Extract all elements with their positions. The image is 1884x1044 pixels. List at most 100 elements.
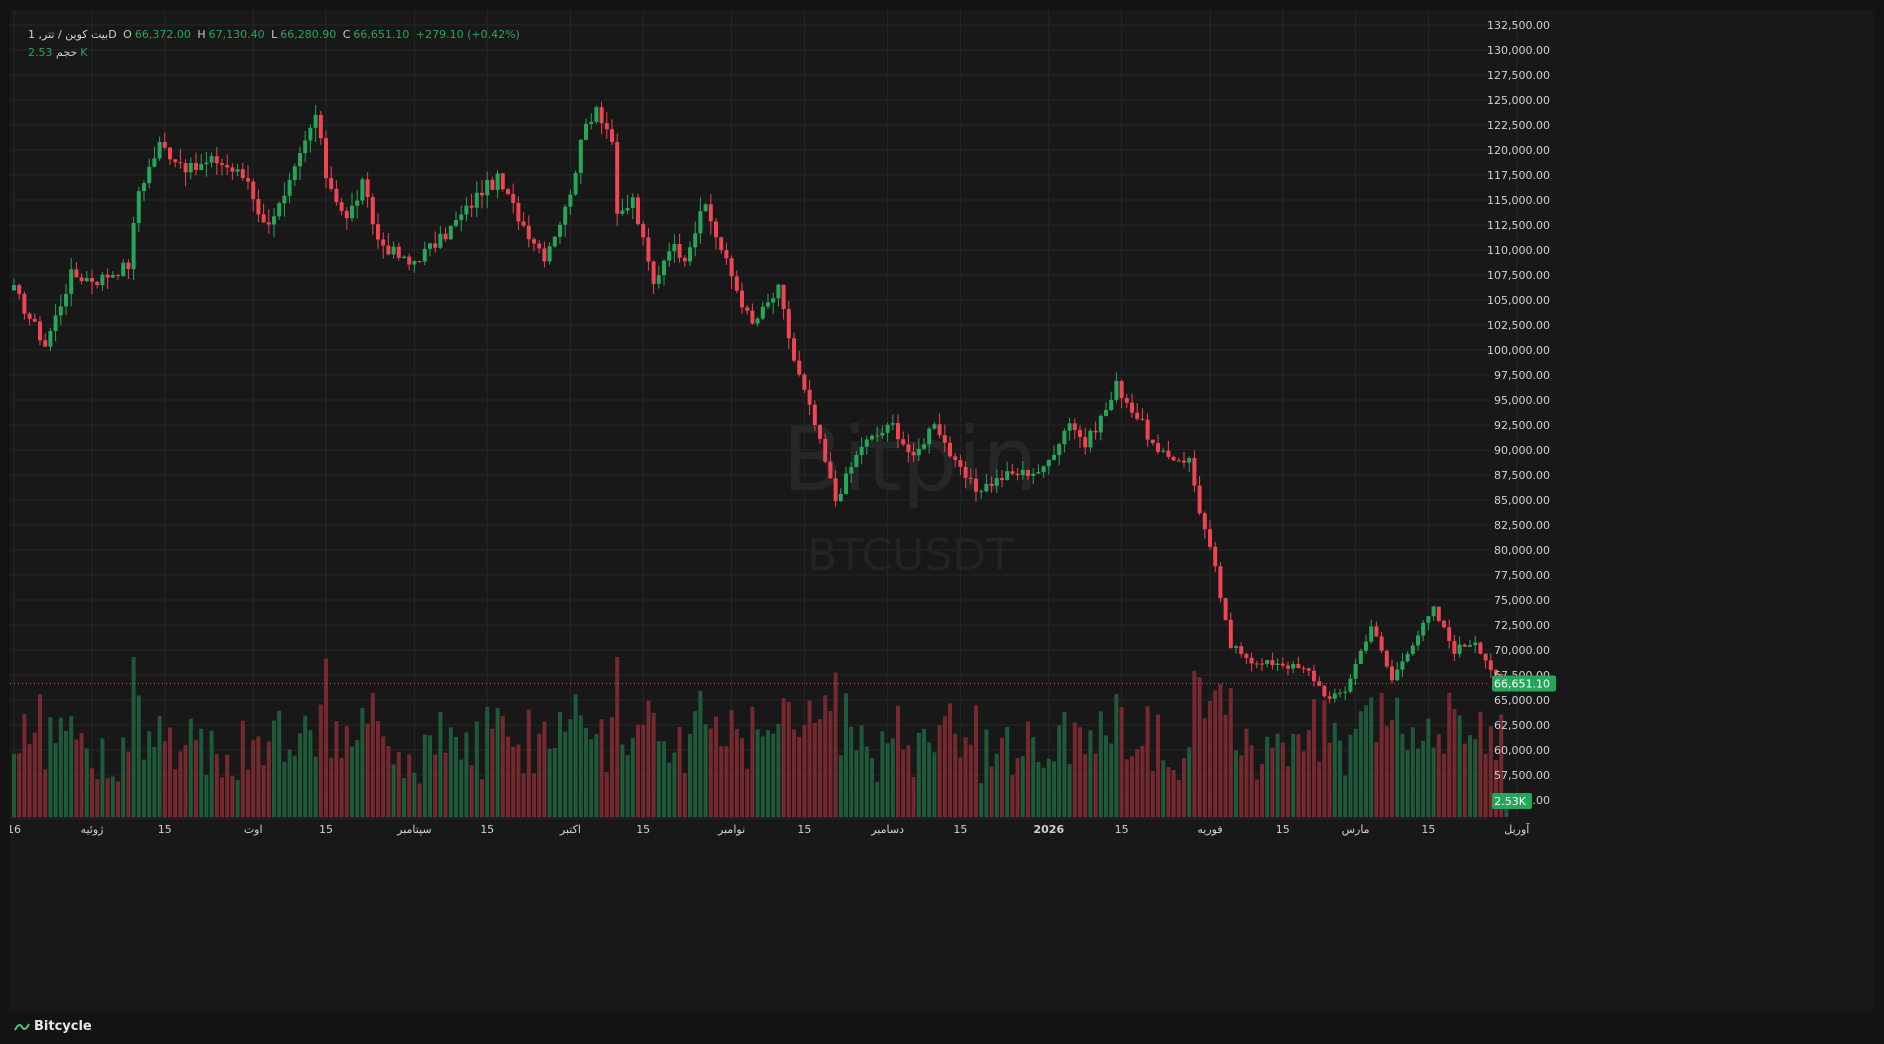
- candle-body: [116, 275, 120, 277]
- volume-bar: [396, 751, 401, 817]
- candle-body: [1062, 430, 1067, 445]
- price-tick-label: 110,000.00: [1487, 244, 1550, 257]
- footer-brand[interactable]: Bitcycle: [34, 1019, 92, 1034]
- candle-body: [677, 243, 682, 258]
- candle-body: [864, 439, 869, 447]
- candle-body: [1088, 430, 1093, 448]
- candle-body: [438, 233, 443, 248]
- volume-bar: [1483, 753, 1488, 817]
- candle-body: [136, 191, 141, 223]
- volume-bar: [979, 783, 984, 817]
- candle-body: [662, 260, 666, 276]
- candle-body: [1348, 678, 1353, 692]
- volume-bar: [100, 738, 105, 817]
- candle-body: [1327, 696, 1332, 699]
- volume-bar: [1286, 766, 1290, 817]
- candle-body: [958, 459, 963, 467]
- candle-body: [1124, 398, 1129, 403]
- time-tick-label: اوت: [244, 823, 263, 836]
- volume-bar: [412, 772, 417, 817]
- candle-body: [1384, 650, 1389, 667]
- candle-body: [1072, 423, 1077, 430]
- chart-panel[interactable]: Bitpin BTCUSDT 132,500.00 130,000.00 127,5…: [10, 10, 1874, 1011]
- candle-body: [516, 202, 521, 222]
- volume-bar: [599, 719, 604, 817]
- volume-bar: [1405, 750, 1410, 817]
- candle-body: [1130, 402, 1134, 413]
- candle-body: [1114, 380, 1119, 400]
- symbol-label[interactable]: بیت کوین / تتر, 1D: [28, 28, 117, 41]
- volume-bar: [1093, 753, 1098, 817]
- volume-bar: [766, 730, 770, 817]
- candle-body: [526, 225, 531, 240]
- volume-bar: [1353, 728, 1358, 817]
- volume-bar: [116, 781, 120, 817]
- candle-body: [963, 466, 968, 478]
- candle-body: [776, 284, 781, 299]
- volume-bar: [1026, 721, 1030, 817]
- price-axis[interactable]: 132,500.00 130,000.00 127,500.00 125,000.00…: [1487, 19, 1550, 807]
- volume-bar: [1358, 711, 1363, 817]
- candle-body: [750, 310, 755, 324]
- candle-body: [849, 466, 854, 474]
- candle-body: [599, 107, 604, 124]
- candle-body: [740, 290, 744, 308]
- candle-body: [287, 179, 292, 196]
- candle-body: [927, 428, 932, 445]
- volume-bar: [578, 715, 583, 817]
- volume-bar: [630, 737, 635, 817]
- volume-bar: [251, 740, 256, 817]
- candle-body: [1254, 663, 1259, 665]
- volume-bar: [1130, 756, 1134, 817]
- candle-body: [464, 205, 469, 215]
- candle-body: [1192, 458, 1197, 486]
- candle-body: [1343, 691, 1348, 693]
- volume-bar: [771, 733, 776, 817]
- time-tick-label: 2026: [1033, 823, 1064, 836]
- price-tick-label: 95,000.00: [1494, 394, 1550, 407]
- candle-body: [454, 220, 458, 226]
- candle-body: [1426, 616, 1431, 623]
- volume-bar: [708, 728, 713, 817]
- candle-body: [251, 181, 256, 199]
- candle-body: [552, 236, 557, 247]
- volume-bar: [422, 734, 427, 817]
- volume-bar: [594, 734, 599, 817]
- volume-bar: [1436, 734, 1441, 817]
- price-tick-label: 107,500.00: [1487, 269, 1550, 282]
- candle-body: [1083, 437, 1088, 448]
- volume-bar: [43, 769, 48, 817]
- volume-bar: [1109, 743, 1114, 817]
- time-tick-label: دسامبر: [870, 823, 904, 836]
- volume-bar: [786, 701, 791, 817]
- candle-body: [630, 197, 635, 209]
- volume-bar: [589, 739, 594, 817]
- candlestick-chart[interactable]: Bitpin BTCUSDT 132,500.00 130,000.00 127,5…: [10, 10, 1874, 1011]
- candle-body: [1447, 627, 1452, 641]
- volume-bar: [287, 749, 292, 817]
- candle-body: [110, 275, 115, 278]
- candle-body: [729, 258, 734, 277]
- time-tick-label: ژوئیه: [81, 823, 104, 836]
- change-value: +279.10 (+0.42%): [415, 28, 520, 41]
- candle-body: [407, 256, 412, 265]
- volume-bar: [95, 779, 100, 817]
- price-tick-label: 97,500.00: [1494, 369, 1550, 382]
- candle-body: [1421, 622, 1426, 636]
- volume-bar: [105, 778, 110, 817]
- price-tick-label: 112,500.00: [1487, 219, 1550, 232]
- candle-body: [329, 178, 334, 189]
- volume-bar: [506, 736, 510, 817]
- candle-body: [896, 423, 900, 440]
- candle-body: [1452, 640, 1457, 654]
- volume-bar: [454, 736, 458, 817]
- candle-body: [365, 179, 370, 198]
- candle-body: [1150, 439, 1155, 444]
- candle-body: [1416, 635, 1420, 646]
- volume-bar: [121, 737, 126, 817]
- time-axis[interactable]: 16 ژوئیه 15 اوت 15 سپتامبر 15 اکتبر 15 نوامبر 15 دس…: [10, 822, 1530, 836]
- time-tick-label: 15: [319, 823, 333, 836]
- open-value: 66,372.00: [134, 28, 191, 41]
- price-tick-label: 85,000.00: [1494, 494, 1550, 507]
- volume-bar: [1462, 743, 1467, 817]
